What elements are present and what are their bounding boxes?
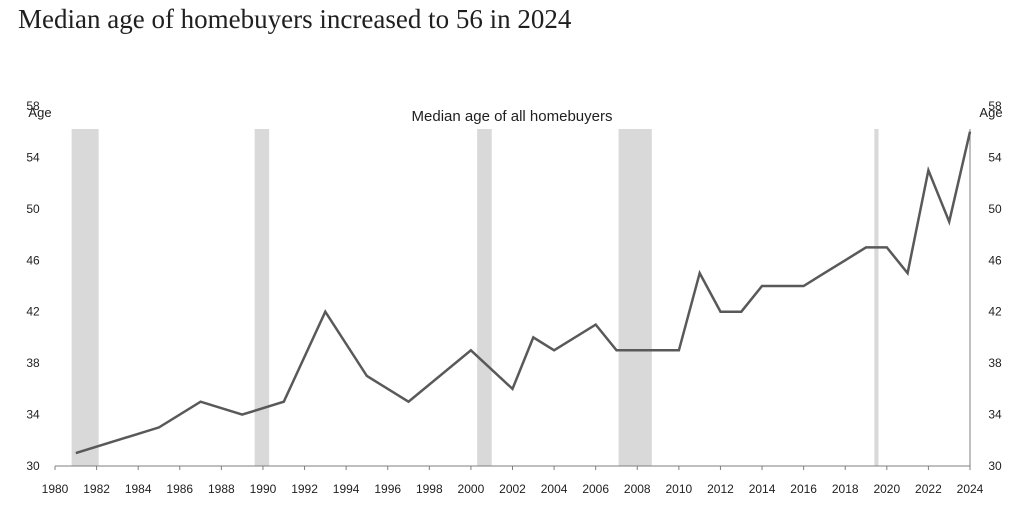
x-tick-label: 1980: [42, 482, 69, 496]
x-tick-label: 2004: [541, 482, 568, 496]
x-tick-label: 1984: [125, 482, 152, 496]
recession-band: [874, 129, 878, 466]
x-tick-label: 2018: [832, 482, 859, 496]
x-tick-label: 2010: [666, 482, 693, 496]
x-tick-label: 2016: [790, 482, 817, 496]
x-tick-label: 1994: [333, 482, 360, 496]
y-tick-label-left: 30: [26, 459, 40, 473]
x-tick-label: 1996: [374, 482, 401, 496]
y-tick-label-right: 58: [988, 99, 1002, 113]
y-tick-label-right: 54: [988, 150, 1002, 164]
x-tick-label: 2024: [957, 482, 984, 496]
series-line: [76, 132, 970, 453]
y-tick-label-left: 46: [26, 253, 40, 267]
recession-shading-group: [72, 129, 879, 466]
y-tick-label-left: 42: [26, 305, 40, 319]
chart-title: Median age of all homebuyers: [412, 108, 613, 125]
x-tick-label: 2006: [582, 482, 609, 496]
y-tick-label-left: 54: [26, 150, 40, 164]
x-tick-label: 2000: [458, 482, 485, 496]
x-tick-label: 2008: [624, 482, 651, 496]
y-tick-label-right: 34: [988, 408, 1002, 422]
recession-band: [477, 129, 492, 466]
y-tick-label-right: 38: [988, 356, 1002, 370]
y-tick-label-right: 30: [988, 459, 1002, 473]
x-tick-label: 1982: [83, 482, 110, 496]
x-tick-label: 1988: [208, 482, 235, 496]
x-tick-label: 2020: [873, 482, 900, 496]
y-tick-label-right: 46: [988, 253, 1002, 267]
x-tick-label: 2014: [749, 482, 776, 496]
axes-group: 30 30 34 34 38 38 42 42 46 46 50 50 54 54 58 58 1980 1982…: [26, 99, 1002, 496]
y-tick-label-left: 58: [26, 99, 40, 113]
y-tick-label-left: 38: [26, 356, 40, 370]
x-tick-label: 2012: [707, 482, 734, 496]
x-tick-label: 1990: [250, 482, 277, 496]
x-tick-label: 2002: [499, 482, 526, 496]
y-tick-label-right: 50: [988, 202, 1002, 216]
recession-band: [255, 129, 270, 466]
recession-band: [72, 129, 99, 466]
series-line-group: [76, 132, 970, 453]
recession-band: [619, 129, 652, 466]
x-tick-label: 2022: [915, 482, 942, 496]
x-tick-label: 1998: [416, 482, 443, 496]
x-tick-label: 1986: [166, 482, 193, 496]
y-tick-label-left: 50: [26, 202, 40, 216]
y-tick-label-left: 34: [26, 408, 40, 422]
y-tick-label-right: 42: [988, 305, 1002, 319]
x-tick-label: 1992: [291, 482, 318, 496]
